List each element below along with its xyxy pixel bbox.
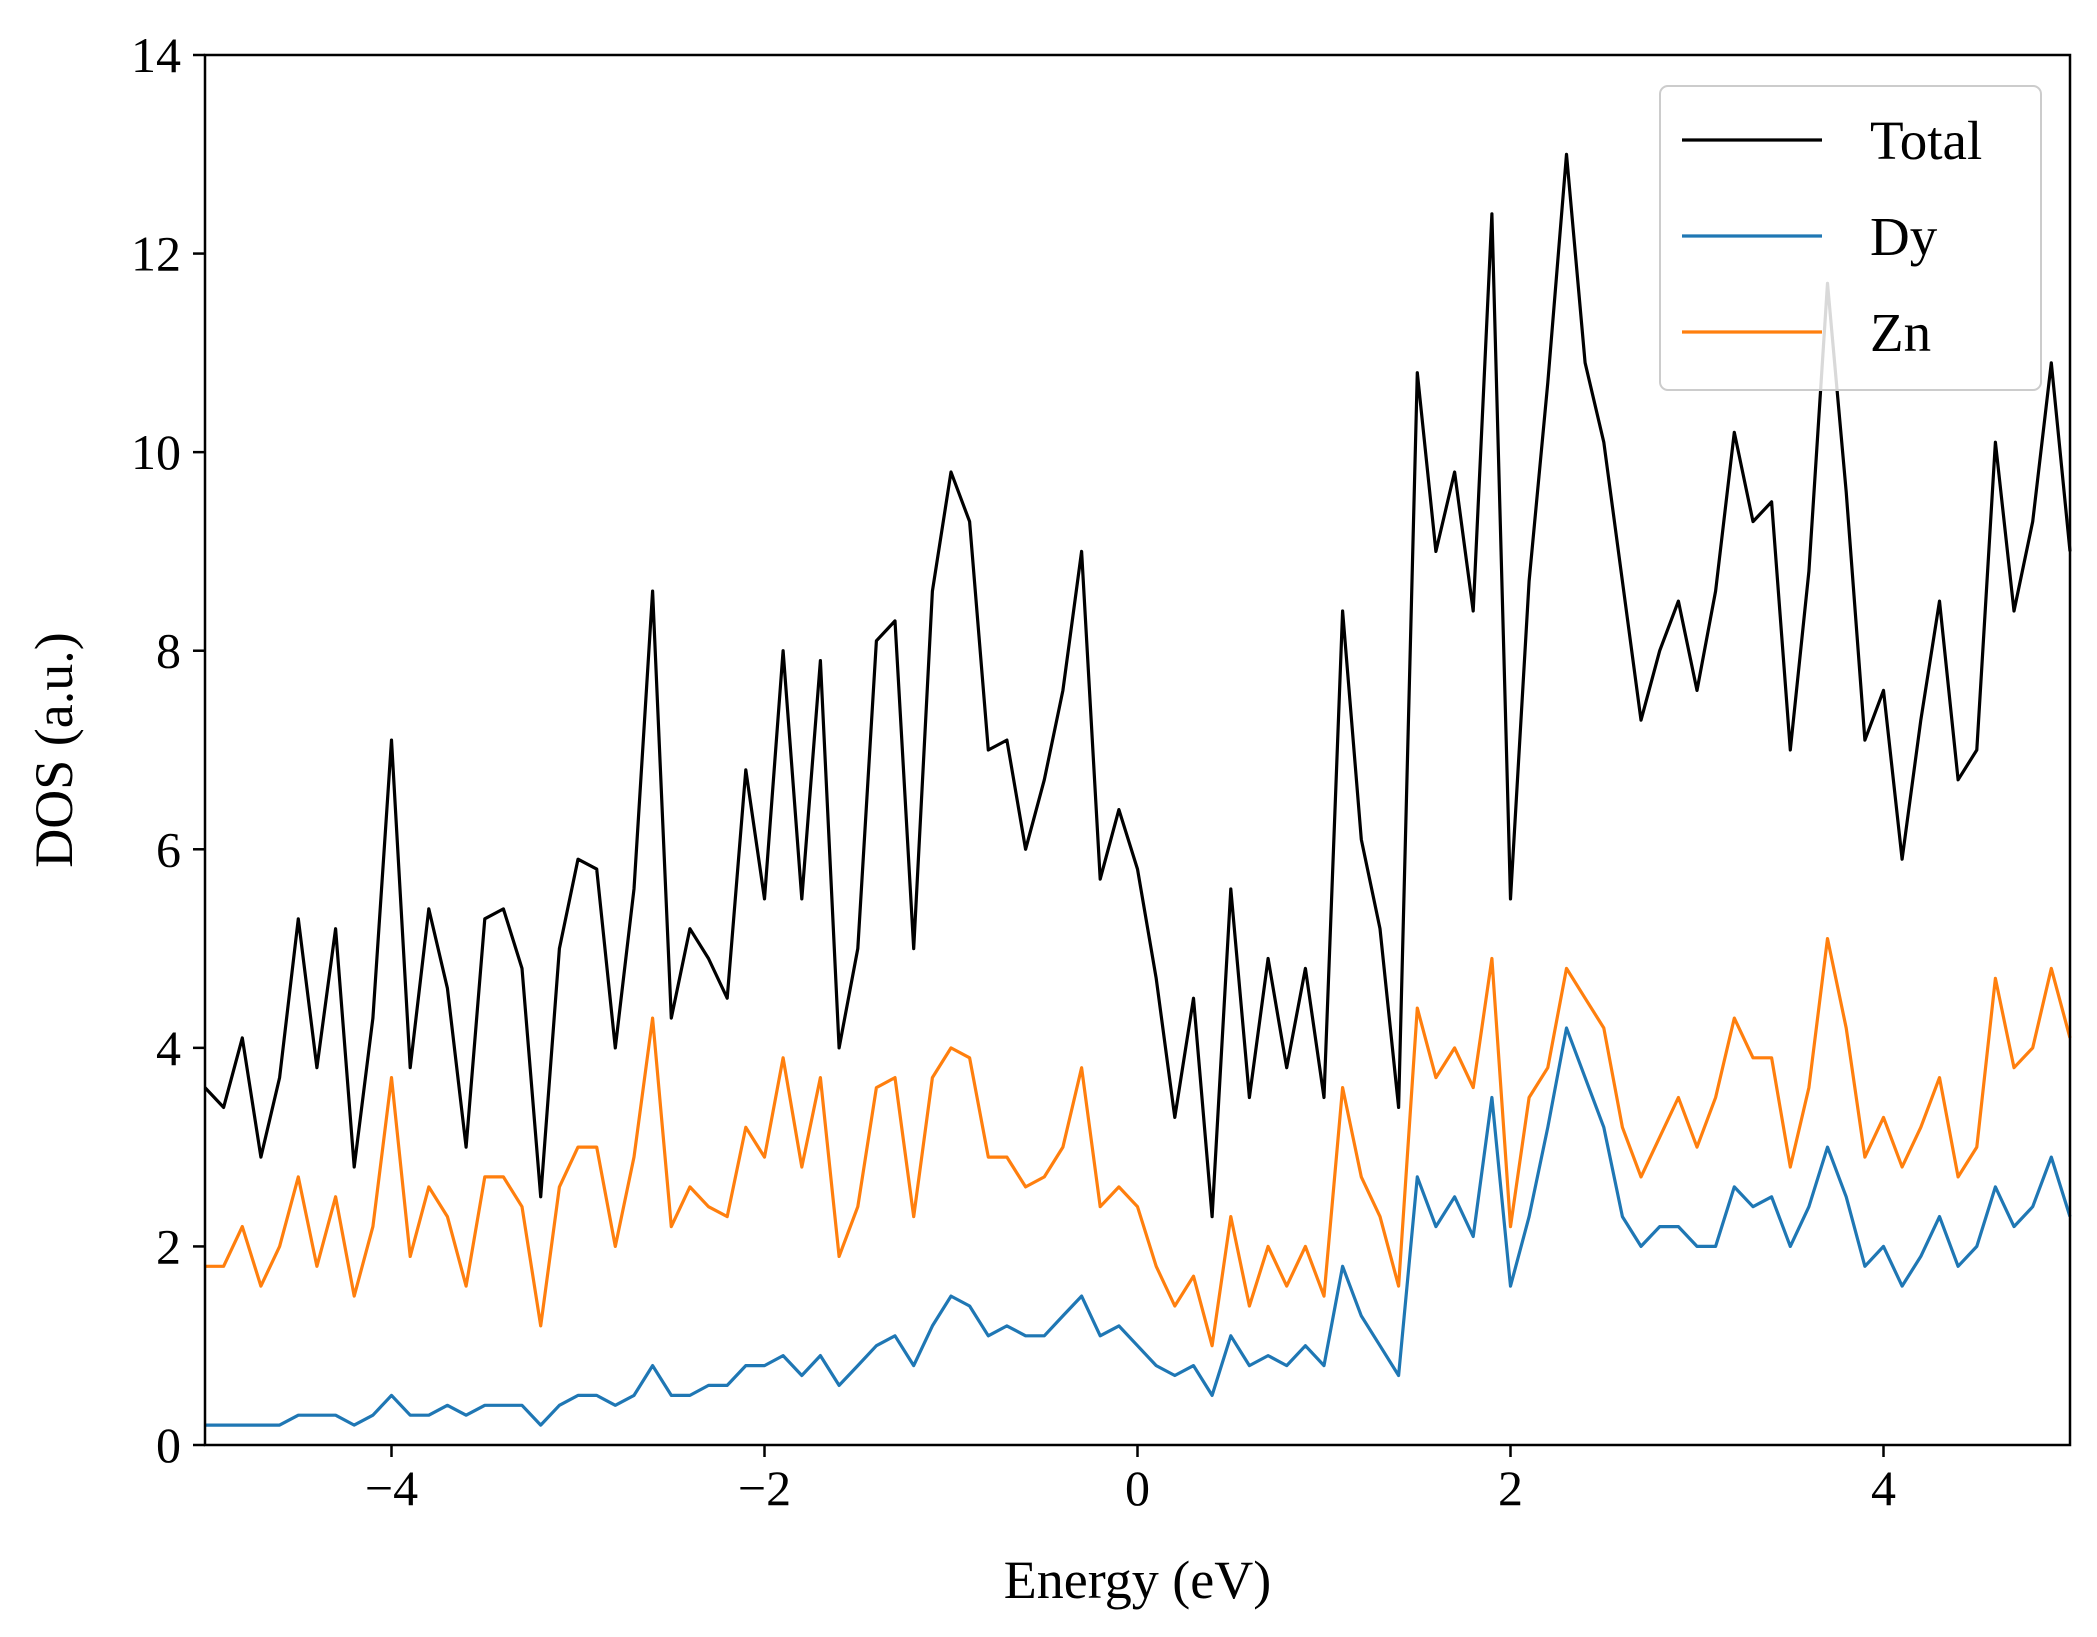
legend-label-dy: Dy xyxy=(1870,206,1938,267)
x-tick-label: 0 xyxy=(1125,1460,1150,1516)
x-tick-label: −2 xyxy=(738,1460,791,1516)
y-tick-label: 4 xyxy=(156,1020,181,1076)
y-tick-label: 6 xyxy=(156,821,181,877)
x-axis: −4 −2 0 2 4 xyxy=(365,1445,1896,1516)
legend-label-total: Total xyxy=(1870,110,1982,171)
series-line-zn xyxy=(205,936,2072,1348)
x-tick-label: 4 xyxy=(1871,1460,1896,1516)
y-tick-label: 10 xyxy=(131,424,181,480)
series-layer xyxy=(203,152,2072,1427)
series-line-total xyxy=(203,152,2072,1219)
legend-box xyxy=(1659,85,2042,391)
legend: Total Dy Zn xyxy=(1659,85,2042,391)
x-tick-label: −4 xyxy=(365,1460,418,1516)
y-tick-label: 0 xyxy=(156,1417,181,1473)
y-tick-label: 2 xyxy=(156,1218,181,1274)
y-tick-label: 14 xyxy=(131,27,181,83)
y-axis-label: DOS (a.u.) xyxy=(24,632,84,867)
y-axis: 0 2 4 6 8 10 12 14 xyxy=(131,27,205,1473)
x-tick-label: 2 xyxy=(1498,1460,1523,1516)
x-axis-label: Energy (eV) xyxy=(1004,1550,1271,1610)
series-line-dy xyxy=(205,1026,2072,1427)
legend-label-zn: Zn xyxy=(1870,302,1931,363)
y-tick-label: 12 xyxy=(131,226,181,282)
y-tick-label: 8 xyxy=(156,623,181,679)
